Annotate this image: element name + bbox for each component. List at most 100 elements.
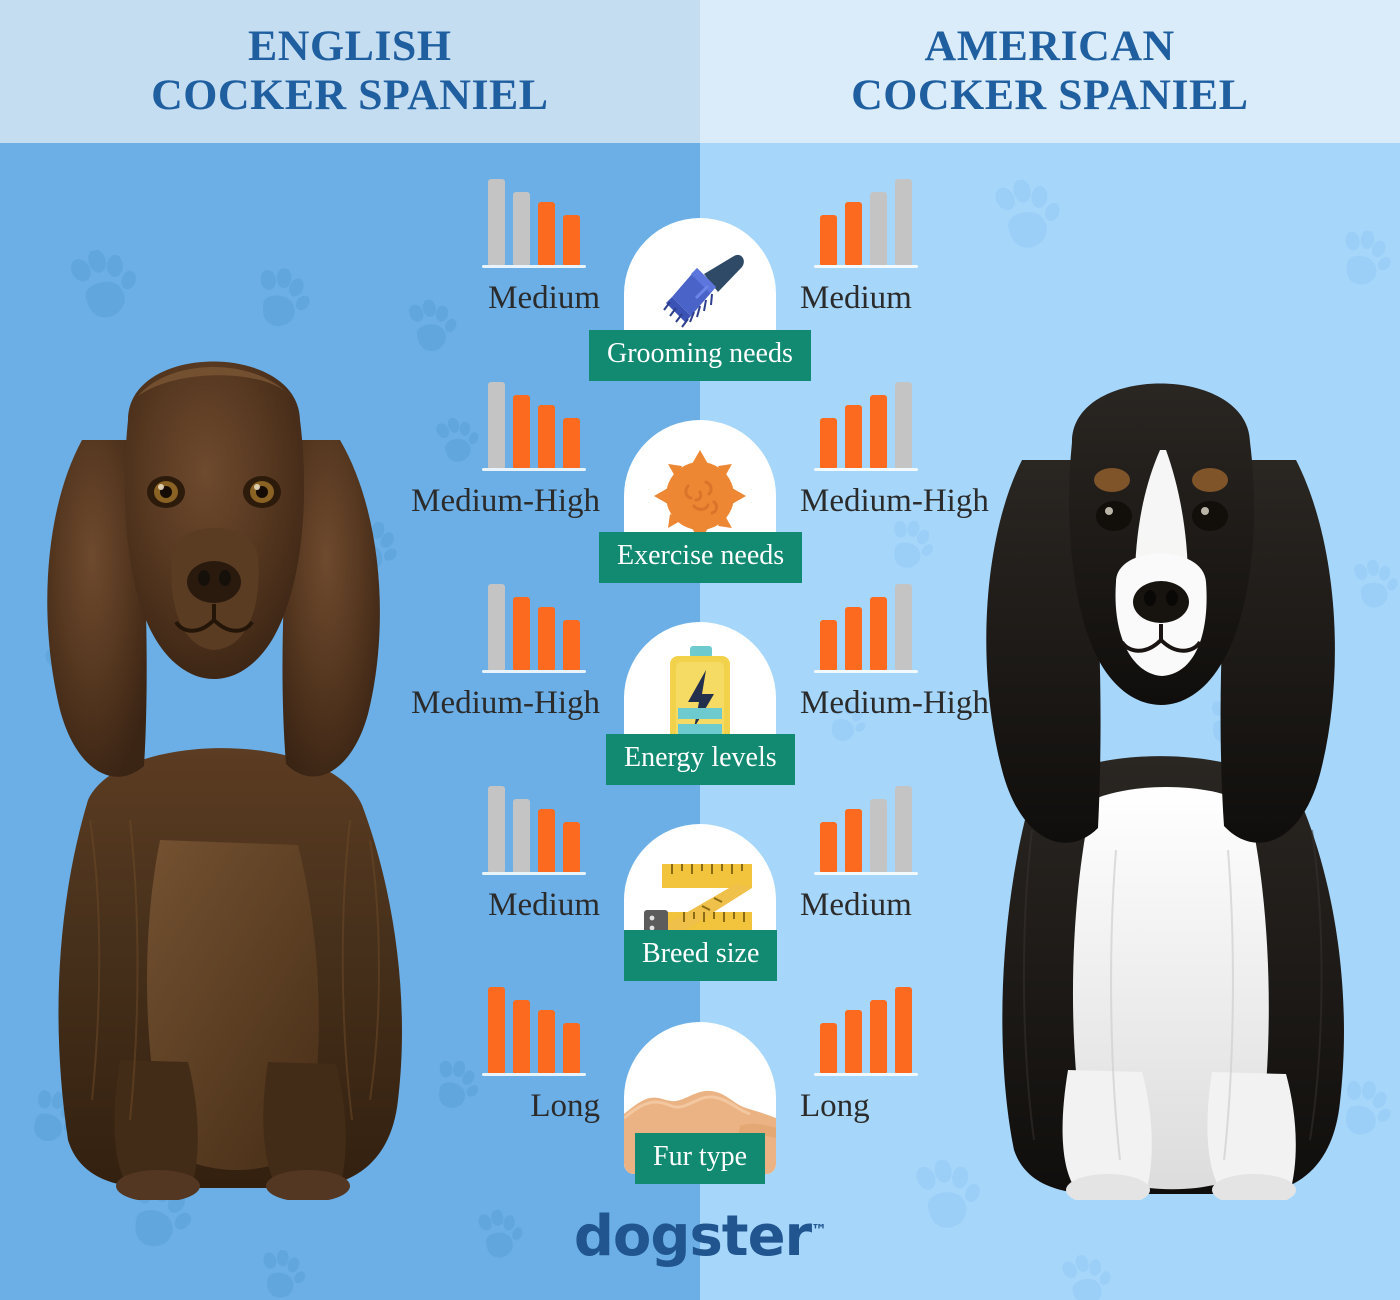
value-label-right-exercise-needs: Medium-High	[800, 483, 989, 519]
bar-group-right	[820, 378, 912, 468]
bar-group-left	[488, 580, 580, 670]
brush-icon	[644, 238, 756, 350]
bar-group-right	[820, 782, 912, 872]
bar-left-3	[538, 1010, 555, 1073]
bar-right-3	[870, 192, 887, 265]
paw-print-icon	[1343, 558, 1400, 616]
bar-left-2	[513, 192, 530, 265]
bar-baseline-right	[814, 670, 918, 673]
bar-right-2	[845, 1010, 862, 1073]
dogster-logo[interactable]: dogster™	[0, 1204, 1400, 1269]
paw-print-icon	[250, 1248, 308, 1300]
bar-right-4	[895, 987, 912, 1073]
bar-group-left	[488, 378, 580, 468]
bar-right-1	[820, 620, 837, 670]
bar-left-4	[563, 418, 580, 468]
value-label-left-breed-size: Medium	[488, 887, 600, 923]
bar-right-3	[870, 799, 887, 872]
paw-print-icon	[979, 174, 1069, 264]
bar-baseline-left	[482, 872, 586, 875]
title-right-line1: AMERICAN	[924, 23, 1176, 71]
bar-left-1	[488, 179, 505, 265]
title-left-line2: COCKER SPANIEL	[151, 71, 549, 119]
bar-baseline-right	[814, 468, 918, 471]
bar-baseline-left	[482, 265, 586, 268]
header-right-american: AMERICAN COCKER SPANIEL	[700, 0, 1400, 143]
attribute-tag-energy-levels: Energy levels	[606, 734, 795, 785]
bar-left-1	[488, 786, 505, 872]
bar-left-2	[513, 395, 530, 468]
paw-print-icon	[419, 1054, 485, 1120]
bar-left-2	[513, 597, 530, 670]
bar-left-1	[488, 382, 505, 468]
attribute-tag-breed-size: Breed size	[624, 930, 778, 981]
header: ENGLISH COCKER SPANIEL AMERICAN COCKER S…	[0, 0, 1400, 143]
bar-left-4	[563, 215, 580, 265]
paw-print-icon	[875, 515, 940, 580]
paw-print-icon	[54, 242, 149, 337]
value-label-right-energy-levels: Medium-High	[800, 685, 989, 721]
paw-print-icon	[1323, 1073, 1399, 1149]
paw-print-icon	[397, 297, 461, 361]
paw-print-icon	[241, 264, 316, 339]
value-label-left-energy-levels: Medium-High	[411, 685, 600, 721]
value-label-left-fur-type: Long	[530, 1088, 600, 1124]
bar-left-4	[563, 1023, 580, 1073]
bar-group-right	[820, 580, 912, 670]
bar-left-2	[513, 1000, 530, 1073]
dog-photo-american-cocker-spaniel	[960, 330, 1380, 1206]
value-label-left-exercise-needs: Medium-High	[411, 483, 600, 519]
bar-group-right	[820, 175, 912, 265]
header-left-english: ENGLISH COCKER SPANIEL	[0, 0, 700, 143]
bar-group-left	[488, 782, 580, 872]
bar-baseline-right	[814, 265, 918, 268]
bar-baseline-right	[814, 1073, 918, 1076]
bar-right-4	[895, 382, 912, 468]
bar-group-right	[820, 983, 912, 1073]
paw-print-icon	[467, 1207, 527, 1267]
bar-right-2	[845, 809, 862, 872]
value-label-right-breed-size: Medium	[800, 887, 912, 923]
bar-left-3	[538, 809, 555, 872]
bar-right-1	[820, 418, 837, 468]
bar-left-4	[563, 620, 580, 670]
bar-right-1	[820, 215, 837, 265]
bar-group-left	[488, 175, 580, 265]
paw-print-icon	[425, 413, 485, 473]
bar-left-4	[563, 822, 580, 872]
logo-text: dogster	[573, 1204, 812, 1269]
bar-left-3	[538, 405, 555, 468]
paw-print-icon	[900, 1155, 988, 1243]
bar-baseline-right	[814, 872, 918, 875]
paw-print-icon	[814, 694, 872, 752]
bar-right-2	[845, 202, 862, 265]
attribute-tag-fur-type: Fur type	[635, 1133, 766, 1184]
bar-left-3	[538, 607, 555, 670]
dog-photo-english-cocker-spaniel	[10, 300, 440, 1202]
bar-baseline-left	[482, 1073, 586, 1076]
bar-right-4	[895, 584, 912, 670]
bar-right-3	[870, 1000, 887, 1073]
bar-baseline-left	[482, 670, 586, 673]
bar-left-1	[488, 584, 505, 670]
battery-icon	[654, 642, 746, 754]
attribute-tag-exercise-needs: Exercise needs	[599, 532, 803, 583]
bar-left-2	[513, 799, 530, 872]
bar-right-3	[870, 597, 887, 670]
trademark-mark: ™	[811, 1220, 827, 1240]
title-right-line2: COCKER SPANIEL	[851, 71, 1249, 119]
bar-right-2	[845, 405, 862, 468]
value-label-right-fur-type: Long	[800, 1088, 870, 1124]
bar-right-4	[895, 786, 912, 872]
paw-print-icon	[1050, 1250, 1119, 1300]
value-label-left-grooming-needs: Medium	[488, 280, 600, 316]
bar-right-3	[870, 395, 887, 468]
bar-group-left	[488, 983, 580, 1073]
value-label-right-grooming-needs: Medium	[800, 280, 912, 316]
bar-right-1	[820, 822, 837, 872]
title-left-line1: ENGLISH	[248, 23, 452, 71]
bar-right-4	[895, 179, 912, 265]
attribute-tag-grooming-needs: Grooming needs	[589, 330, 811, 381]
bar-baseline-left	[482, 468, 586, 471]
